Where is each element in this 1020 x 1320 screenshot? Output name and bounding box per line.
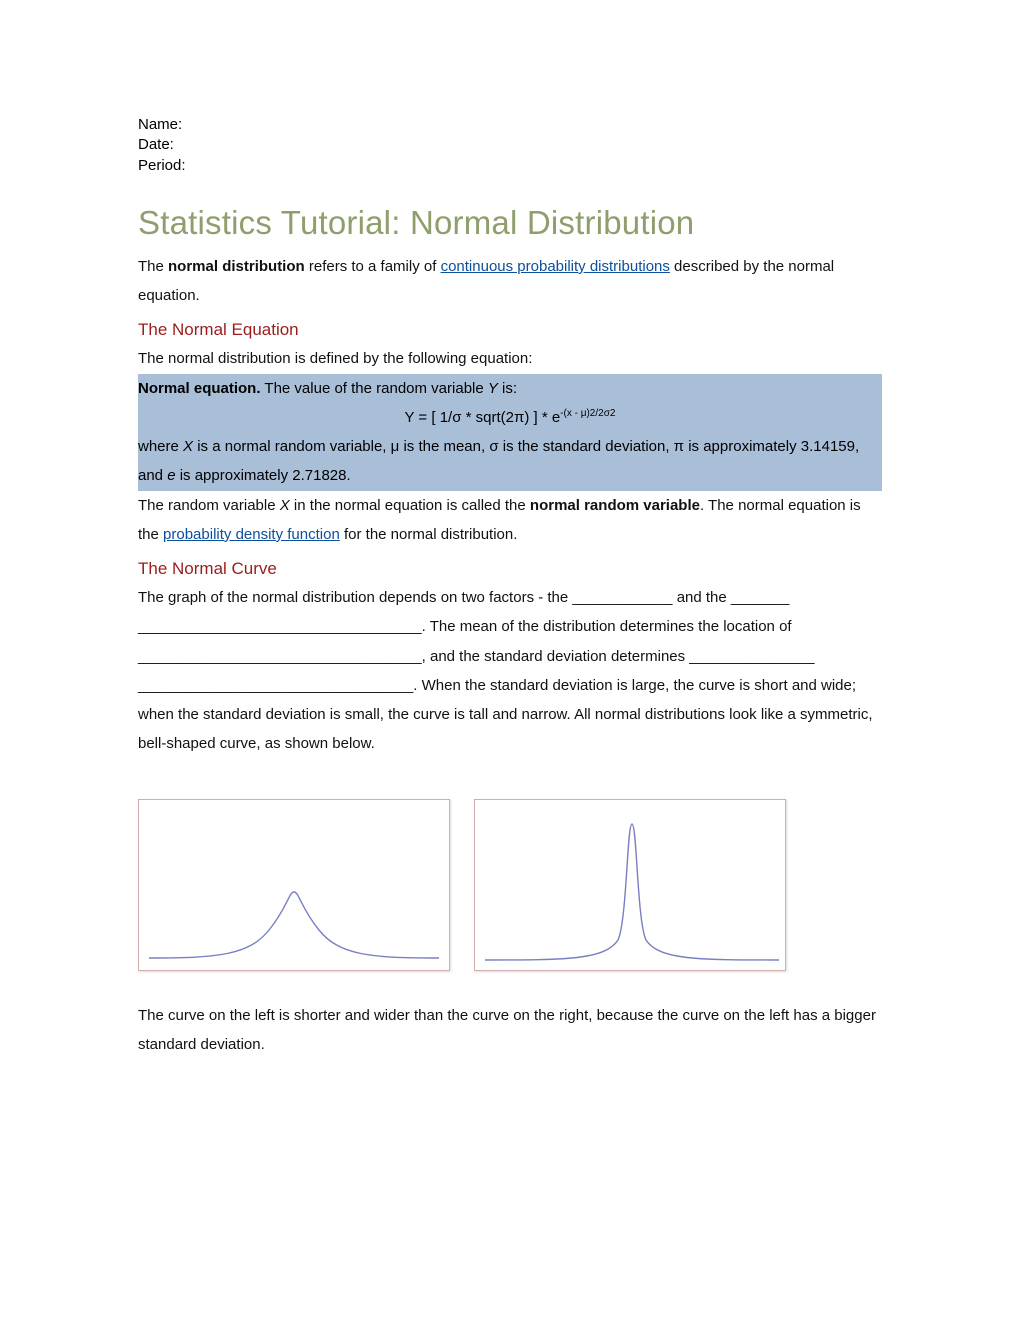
formula-sup: -(x - μ)2/2σ2 bbox=[560, 408, 615, 419]
eq-l1b: is: bbox=[498, 380, 517, 397]
after-b: in the normal equation is called the bbox=[290, 497, 530, 514]
formula-main: Y = [ 1/σ * sqrt(2π) ] * e bbox=[405, 409, 561, 426]
date-label: Date: bbox=[138, 135, 882, 155]
curves-row bbox=[138, 799, 882, 971]
header-fields: Name: Date: Period: bbox=[138, 115, 882, 176]
section1-lead: The normal distribution is defined by th… bbox=[138, 344, 882, 373]
curve-narrow-path bbox=[485, 824, 779, 960]
section1-after: The random variable X in the normal equa… bbox=[138, 491, 882, 550]
intro-text-mid: refers to a family of bbox=[305, 258, 441, 275]
period-label: Period: bbox=[138, 156, 882, 176]
continuous-prob-link[interactable]: continuous probability distributions bbox=[441, 258, 670, 275]
curve-wide-path bbox=[149, 892, 439, 958]
intro-text-pre: The bbox=[138, 258, 168, 275]
curve-narrow-svg bbox=[475, 800, 785, 970]
eq-l3a: where bbox=[138, 438, 183, 455]
section2-paragraph: The graph of the normal distribution dep… bbox=[138, 583, 882, 759]
section-heading-normal-curve: The Normal Curve bbox=[138, 559, 882, 579]
eq-l3c: is approximately 2.71828. bbox=[176, 467, 351, 484]
eq-l1a: The value of the random variable bbox=[261, 380, 488, 397]
eq-Y: Y bbox=[488, 380, 498, 397]
intro-bold: normal distribution bbox=[168, 258, 305, 275]
curve-wide-svg bbox=[139, 800, 449, 970]
page-title: Statistics Tutorial: Normal Distribution bbox=[138, 204, 882, 242]
equation-formula: Y = [ 1/σ * sqrt(2π) ] * e-(x - μ)2/2σ2 bbox=[138, 403, 882, 432]
section-heading-normal-equation: The Normal Equation bbox=[138, 320, 882, 340]
after-bold: normal random variable bbox=[530, 497, 700, 514]
intro-paragraph: The normal distribution refers to a fami… bbox=[138, 252, 882, 311]
eq-X: X bbox=[183, 438, 193, 455]
after-a: The random variable bbox=[138, 497, 280, 514]
after-X: X bbox=[280, 497, 290, 514]
after-d: for the normal distribution. bbox=[340, 526, 518, 543]
eq-label: Normal equation. bbox=[138, 380, 261, 397]
equation-box: Normal equation. The value of the random… bbox=[138, 374, 882, 491]
curves-caption: The curve on the left is shorter and wid… bbox=[138, 1001, 882, 1060]
curve-narrow-frame bbox=[474, 799, 786, 971]
curve-wide-frame bbox=[138, 799, 450, 971]
eq-e: e bbox=[167, 467, 175, 484]
pdf-link[interactable]: probability density function bbox=[163, 526, 340, 543]
name-label: Name: bbox=[138, 115, 882, 135]
